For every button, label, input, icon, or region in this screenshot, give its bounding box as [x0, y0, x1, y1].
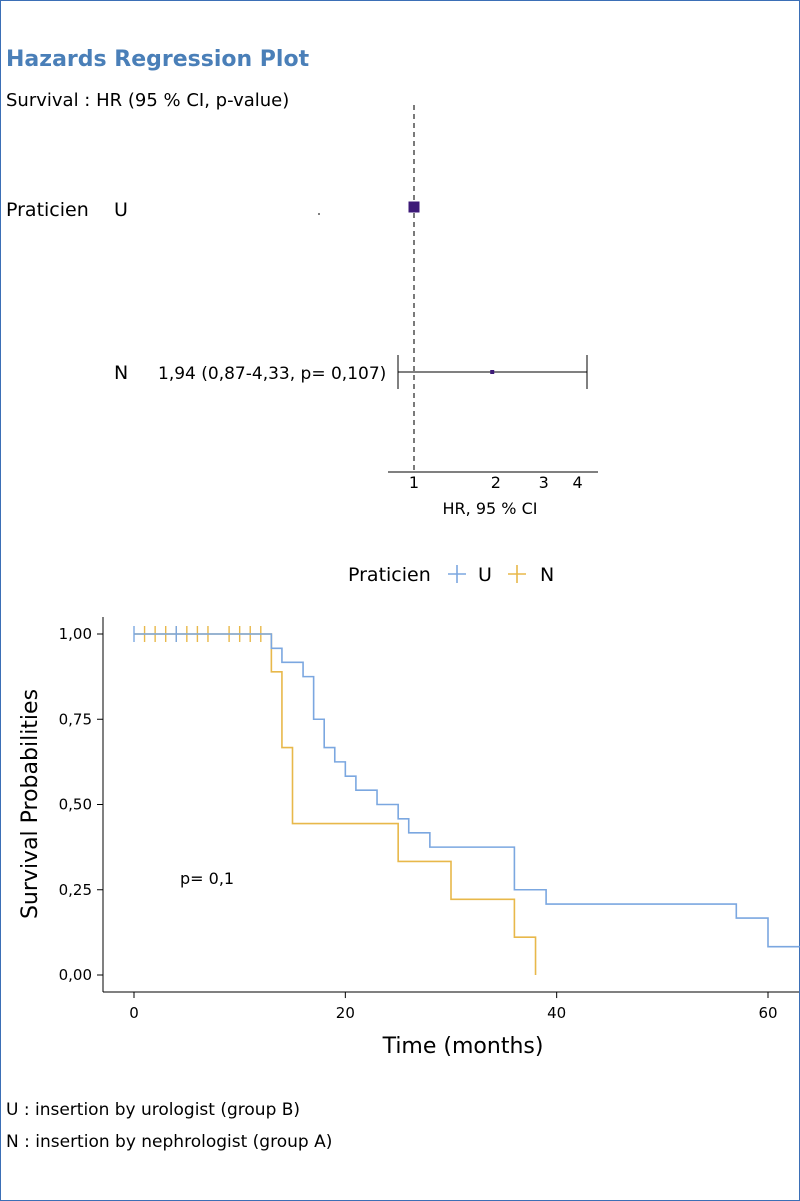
km-y-tick-label: 0,00 — [59, 966, 92, 984]
forest-xlabel: HR, 95 % CI — [443, 499, 538, 518]
km-xlabel: Time (months) — [382, 1034, 544, 1059]
forest-point-U — [408, 201, 420, 213]
km-legend-title: Praticien — [348, 564, 431, 586]
forest-tick-label: 1 — [409, 473, 419, 492]
forest-title: Hazards Regression Plot — [6, 47, 310, 72]
forest-tick-label: 3 — [539, 473, 549, 492]
km-y-tick-label: 1,00 — [59, 625, 92, 643]
forest-tick-label: 4 — [573, 473, 583, 492]
forest-plot: 1 2 3 4 — [388, 105, 598, 492]
km-legend-label-n: N — [540, 564, 554, 586]
km-x-tick-label: 60 — [758, 1004, 777, 1022]
forest-level-n: N — [114, 362, 128, 384]
km-y-tick-label: 0,50 — [59, 796, 92, 814]
km-pvalue-annotation: p= 0,1 — [180, 869, 234, 888]
km-y-tick-label: 0,75 — [59, 710, 92, 728]
forest-estimate-n: 1,94 (0,87-4,33, p= 0,107) — [158, 364, 386, 384]
km-legend-key-n — [508, 565, 526, 583]
km-x-tick-label: 20 — [336, 1004, 355, 1022]
km-curve-N — [134, 633, 537, 975]
km-chart: 0,00 0,25 0,50 0,75 1,00 0 20 40 60 — [59, 616, 800, 1022]
forest-level-u: U — [114, 199, 128, 221]
forest-tick-label: 2 — [491, 473, 501, 492]
forest-subtitle: Survival : HR (95 % CI, p-value) — [6, 90, 289, 111]
footnote-n: N : insertion by nephrologist (group A) — [6, 1132, 332, 1152]
km-y-tick-label: 0,25 — [59, 881, 92, 899]
forest-point-N — [490, 370, 495, 374]
km-curve-U — [134, 633, 800, 948]
km-legend-label-u: U — [478, 564, 492, 586]
footnote-u: U : insertion by urologist (group B) — [6, 1100, 300, 1120]
km-legend-key-u — [448, 565, 466, 583]
km-x-tick-label: 0 — [129, 1004, 139, 1022]
km-x-tick-label: 40 — [547, 1004, 566, 1022]
km-ylabel: Survival Probabilities — [18, 689, 43, 919]
forest-variable-label: Praticien — [6, 199, 89, 221]
